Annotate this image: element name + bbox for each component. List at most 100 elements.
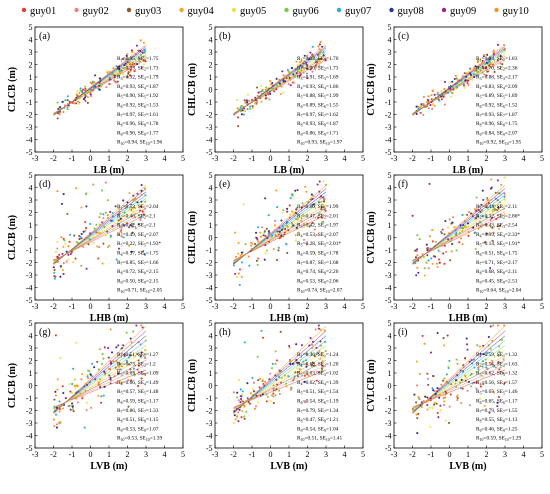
data-point [458, 83, 461, 86]
y-tick-label: 5 [29, 171, 33, 180]
data-point [99, 386, 102, 389]
data-point [318, 53, 321, 56]
data-point [130, 341, 133, 344]
data-point [481, 215, 484, 218]
data-point [144, 200, 147, 203]
data-point [455, 385, 458, 388]
data-point [420, 257, 423, 260]
data-point [296, 361, 299, 364]
data-point [125, 67, 128, 70]
data-point [311, 197, 314, 201]
data-point [312, 57, 315, 60]
data-point [75, 341, 78, 344]
x-tick-label: 2 [126, 302, 130, 311]
data-point [492, 231, 495, 234]
data-point [311, 53, 314, 56]
panel-label: (g) [39, 327, 51, 338]
data-point [443, 80, 446, 83]
y-tick-label: -5 [206, 296, 213, 305]
data-point [132, 210, 135, 213]
data-point [431, 107, 434, 110]
data-point [492, 51, 495, 54]
data-point [142, 63, 145, 66]
data-point [440, 98, 443, 101]
data-point [80, 264, 83, 267]
data-point [436, 265, 439, 268]
y-tick-label: 1 [209, 221, 213, 230]
data-point [294, 239, 297, 242]
data-point [423, 105, 426, 109]
data-point [460, 237, 463, 240]
data-point [298, 369, 301, 372]
data-point [475, 73, 478, 76]
data-point [462, 364, 465, 367]
data-point [263, 231, 266, 234]
data-point [111, 225, 114, 228]
x-tick-label: 2 [485, 154, 489, 163]
data-point [56, 190, 59, 193]
data-point [426, 248, 429, 251]
data-point [84, 99, 87, 102]
data-point [503, 192, 506, 196]
x-tick-label: 1 [287, 302, 291, 311]
data-point [103, 346, 106, 349]
data-point [236, 391, 239, 394]
data-point [492, 64, 495, 67]
data-point [322, 205, 325, 208]
data-point [140, 66, 143, 69]
data-point [61, 269, 65, 272]
data-point [485, 205, 488, 208]
x-tick-label: 0 [448, 302, 452, 311]
data-point [273, 90, 276, 93]
data-point [121, 58, 125, 61]
data-point [449, 87, 452, 90]
data-point [109, 328, 112, 331]
x-tick-label: 5 [361, 302, 365, 311]
data-point [125, 63, 128, 66]
data-point [246, 93, 250, 96]
data-point [265, 227, 268, 230]
data-point [132, 371, 135, 374]
data-point [118, 368, 122, 371]
data-point [70, 392, 74, 395]
data-point [449, 259, 452, 262]
data-point [53, 271, 56, 274]
x-tick-label: -3 [391, 154, 398, 163]
data-point [69, 408, 72, 411]
fit-stat-label: R9=0.50, SE9=2.15 [117, 278, 159, 284]
data-point [270, 367, 274, 370]
data-point [496, 401, 499, 404]
data-point [467, 231, 470, 234]
data-point [117, 233, 120, 236]
data-point [234, 255, 238, 258]
data-point [109, 362, 113, 365]
data-point [69, 252, 72, 256]
data-point [418, 238, 421, 241]
data-point [98, 216, 101, 219]
data-point [60, 202, 64, 205]
data-point [84, 221, 87, 224]
x-tick-label: -2 [50, 302, 57, 311]
data-point [73, 384, 76, 387]
data-point [267, 93, 270, 96]
x-tick-label: -3 [391, 450, 398, 459]
data-point [426, 372, 429, 375]
fit-stat-label: R6=0.54, SE6=1.19 [297, 399, 339, 405]
data-point [284, 75, 287, 78]
data-point [237, 399, 240, 402]
data-point [498, 350, 501, 353]
data-point [306, 64, 309, 67]
data-point [462, 82, 465, 86]
data-point [129, 224, 132, 227]
data-point [304, 359, 308, 362]
data-point [497, 361, 500, 364]
data-point [471, 78, 474, 81]
data-point [99, 212, 102, 215]
data-point [109, 78, 112, 81]
data-point [98, 88, 101, 91]
data-point [260, 84, 263, 88]
data-point [280, 228, 283, 232]
x-tick-label: 0 [89, 302, 93, 311]
data-point [127, 356, 130, 359]
data-point [102, 217, 105, 220]
